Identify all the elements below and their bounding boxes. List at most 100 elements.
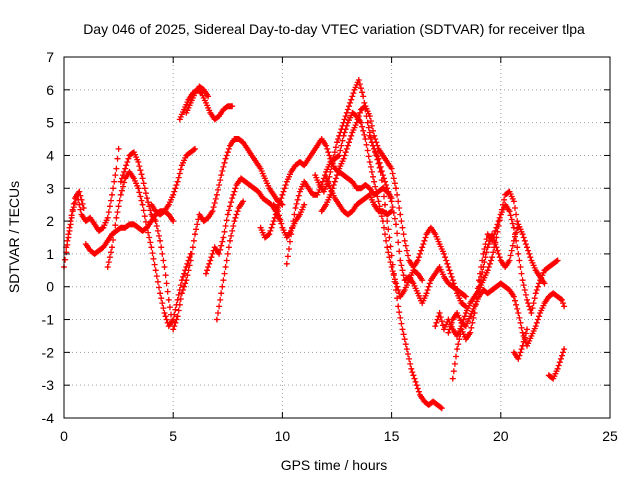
- data-point: [418, 393, 422, 397]
- data-point: [508, 190, 511, 193]
- data-point: [102, 226, 105, 229]
- data-point: [451, 279, 454, 282]
- chart-title: Day 046 of 2025, Sidereal Day-to-day VTE…: [83, 21, 585, 37]
- data-point: [198, 85, 201, 88]
- data-point: [359, 187, 363, 190]
- data-points: [61, 77, 568, 412]
- data-point: [137, 187, 140, 190]
- data-point: [372, 203, 376, 206]
- data-point: [322, 190, 326, 193]
- y-tick-label: 5: [46, 115, 54, 131]
- data-point: [543, 282, 546, 285]
- data-point: [167, 203, 170, 206]
- data-point: [303, 203, 306, 206]
- data-point: [508, 259, 511, 262]
- data-point: [482, 252, 485, 256]
- data-point: [364, 105, 367, 108]
- data-point: [364, 183, 367, 187]
- x-tick-label: 10: [275, 428, 291, 444]
- data-point: [425, 292, 428, 295]
- data-point: [460, 328, 463, 331]
- data-point: [93, 252, 96, 256]
- data-point: [294, 206, 297, 210]
- data-point: [276, 210, 280, 213]
- data-point: [272, 193, 275, 196]
- data-point: [338, 154, 341, 157]
- data-point: [89, 249, 92, 252]
- data-point: [512, 239, 516, 242]
- data-point: [447, 282, 450, 285]
- data-point: [547, 374, 550, 377]
- y-tick-label: 7: [46, 49, 54, 65]
- data-point: [340, 128, 343, 131]
- data-point: [377, 147, 380, 151]
- series-5: [117, 136, 286, 333]
- data-point: [141, 177, 144, 180]
- data-point: [172, 328, 175, 331]
- data-point: [359, 121, 363, 124]
- data-point: [213, 246, 216, 249]
- data-point: [368, 187, 371, 190]
- data-point: [421, 301, 424, 305]
- data-point: [311, 193, 315, 196]
- data-point: [338, 167, 341, 170]
- data-point: [252, 187, 256, 190]
- data-point: [399, 259, 402, 262]
- data-point: [167, 213, 170, 216]
- data-point: [416, 272, 419, 275]
- data-point: [460, 301, 463, 305]
- data-point: [351, 131, 354, 134]
- data-point: [324, 177, 328, 180]
- data-point: [508, 288, 511, 292]
- data-point: [222, 108, 225, 111]
- data-point: [220, 173, 223, 177]
- data-point: [346, 121, 350, 124]
- data-point: [231, 196, 234, 200]
- data-point: [562, 305, 566, 308]
- data-point: [482, 288, 485, 292]
- data-point: [185, 111, 188, 115]
- data-point: [163, 210, 166, 213]
- data-point: [521, 344, 524, 347]
- data-point: [410, 367, 413, 370]
- data-point: [346, 177, 350, 180]
- x-tick-label: 5: [169, 428, 177, 444]
- series-23: [545, 346, 568, 382]
- data-point: [386, 187, 389, 190]
- data-point: [172, 193, 175, 196]
- data-point: [141, 203, 144, 206]
- data-point: [209, 111, 212, 115]
- data-point: [132, 177, 136, 180]
- data-point: [521, 233, 524, 236]
- data-point: [65, 246, 68, 249]
- data-point: [294, 164, 297, 167]
- data-point: [490, 288, 494, 292]
- data-point: [97, 229, 101, 233]
- data-point: [490, 256, 494, 259]
- data-point: [442, 328, 446, 331]
- data-point: [263, 236, 267, 239]
- data-point: [145, 226, 149, 229]
- data-point: [163, 265, 166, 269]
- data-point: [324, 203, 328, 206]
- data-point: [434, 272, 437, 275]
- data-point: [407, 275, 411, 279]
- data-point: [381, 173, 385, 177]
- data-point: [486, 233, 489, 236]
- data-point: [381, 219, 385, 223]
- data-point: [69, 219, 72, 223]
- data-point: [193, 233, 197, 236]
- data-point: [89, 216, 92, 219]
- data-point: [383, 203, 387, 206]
- data-point: [399, 213, 402, 216]
- data-point: [534, 324, 537, 328]
- data-point: [204, 272, 208, 275]
- series-15: [318, 103, 469, 310]
- data-point: [239, 177, 243, 180]
- data-point: [333, 180, 336, 183]
- data-point: [353, 88, 356, 92]
- data-point: [185, 265, 188, 269]
- data-point: [451, 285, 454, 288]
- data-point: [351, 210, 354, 213]
